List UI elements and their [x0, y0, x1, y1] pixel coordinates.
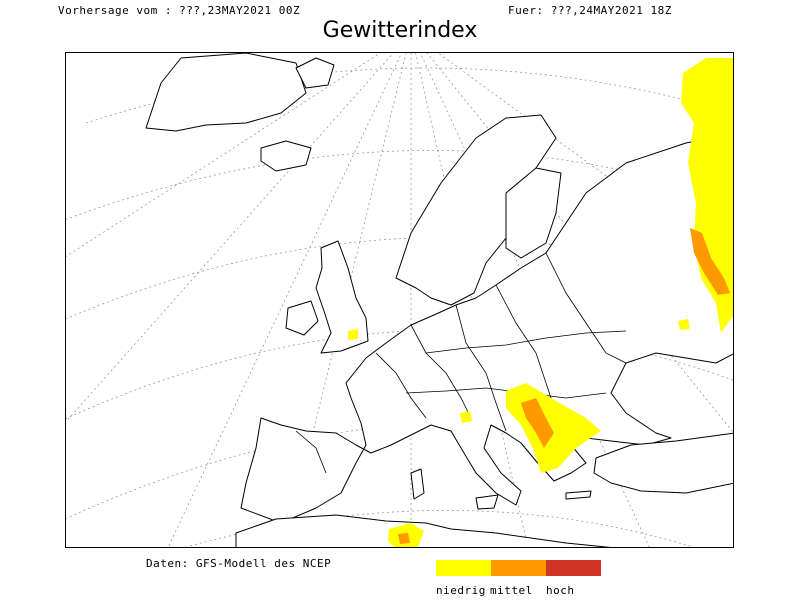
north-africa	[235, 514, 612, 547]
forecast-init-time: Vorhersage vom : ???,23MAY2021 00Z	[58, 4, 301, 17]
data-source: Daten: GFS-Modell des NCEP	[146, 557, 332, 570]
sicily	[475, 494, 499, 510]
risk-area-england-low	[348, 329, 358, 340]
map-canvas	[66, 53, 733, 547]
risk-area-italy-low	[460, 411, 472, 423]
map-title: Gewitterindex	[322, 18, 478, 43]
great-britain	[315, 240, 369, 354]
greenland	[145, 53, 307, 132]
risk-area-russia-low	[681, 58, 733, 333]
risk-area-balkans-mid	[521, 398, 554, 448]
risk-areas	[348, 58, 733, 547]
forecast-valid-time: Fuer: ???,24MAY2021 18Z	[508, 4, 672, 17]
legend-swatch-medium	[491, 560, 546, 576]
risk-area-ukraine-low	[678, 319, 690, 330]
finland	[505, 167, 562, 259]
legend-swatch-low	[436, 560, 491, 576]
legend-swatch-high	[546, 560, 601, 576]
country-borders	[295, 252, 627, 474]
iceland	[260, 140, 312, 172]
risk-area-algeria-mid	[398, 533, 410, 544]
turkey	[593, 432, 733, 494]
coastlines	[145, 53, 733, 547]
mainland-europe	[240, 132, 733, 524]
crete	[565, 490, 592, 500]
legend-label-medium: mittel	[490, 584, 533, 597]
legend-label-high: hoch	[546, 584, 575, 597]
risk-area-russia-mid	[690, 228, 730, 295]
europe-map	[65, 52, 734, 548]
sardinia	[410, 468, 425, 500]
ireland	[285, 300, 319, 336]
legend-label-low: niedrig	[436, 584, 486, 597]
svalbard	[295, 57, 335, 89]
